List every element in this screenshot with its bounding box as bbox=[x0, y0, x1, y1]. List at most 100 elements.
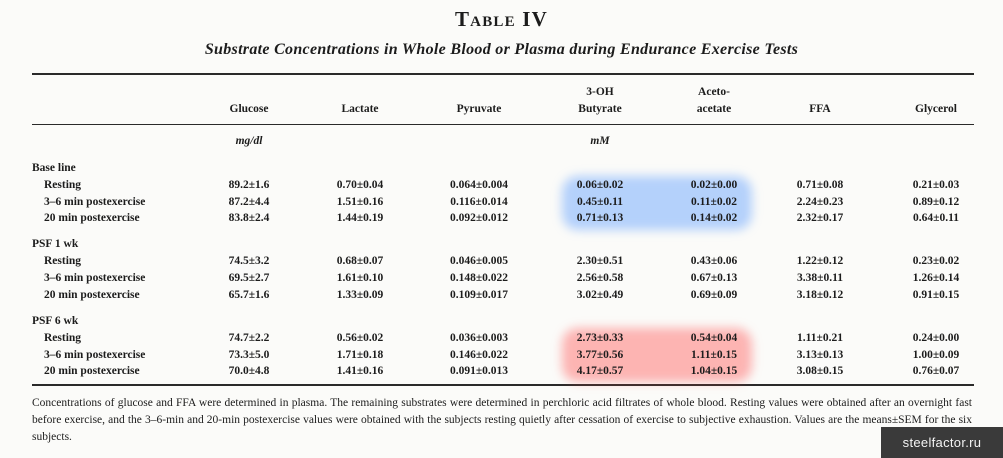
table-subtitle: Substrate Concentrations in Whole Blood … bbox=[204, 41, 799, 58]
table-cell: 0.70±0.04 bbox=[336, 179, 384, 191]
table-cell: 73.3±5.0 bbox=[228, 349, 270, 361]
unit-ketones: mM bbox=[590, 135, 610, 147]
column-header-line2: Glycerol bbox=[915, 103, 957, 115]
table-cell: 0.109±0.017 bbox=[449, 289, 509, 301]
column-header: Aceto-acetate bbox=[654, 84, 774, 118]
row-label: Resting bbox=[44, 332, 82, 344]
table-cell: 65.7±1.6 bbox=[228, 289, 270, 301]
row-label: 20 min postexercise bbox=[44, 212, 140, 224]
table-cell: 1.61±0.10 bbox=[336, 272, 384, 284]
row-label: 3–6 min postexercise bbox=[44, 272, 146, 284]
table-cell: 1.00±0.09 bbox=[912, 349, 960, 361]
table-cell: 0.24±0.00 bbox=[912, 332, 960, 344]
row-label: 3–6 min postexercise bbox=[44, 349, 146, 361]
table-cell: 0.68±0.07 bbox=[336, 255, 384, 267]
group-label: Base line bbox=[32, 162, 76, 174]
column-header-line1 bbox=[876, 84, 996, 101]
table-cell: 1.22±0.12 bbox=[796, 255, 844, 267]
table-cell: 0.02±0.00 bbox=[690, 179, 738, 191]
site-watermark: steelfactor.ru bbox=[881, 427, 1003, 458]
column-header: FFA bbox=[760, 84, 880, 118]
table-cell: 74.7±2.2 bbox=[228, 332, 270, 344]
table-cell: 0.64±0.11 bbox=[913, 212, 959, 224]
table-cell: 2.56±0.58 bbox=[576, 272, 624, 284]
row-label: 20 min postexercise bbox=[44, 365, 140, 377]
column-header-line2: Butyrate bbox=[578, 103, 622, 115]
row-label: Resting bbox=[44, 255, 82, 267]
column-header: Glucose bbox=[189, 84, 309, 118]
table-cell: 87.2±4.4 bbox=[228, 196, 270, 208]
table-cell: 3.77±0.56 bbox=[576, 349, 624, 361]
table-cell: 2.30±0.51 bbox=[576, 255, 624, 267]
table-cell: 3.08±0.15 bbox=[796, 365, 844, 377]
table-footnote: Concentrations of glucose and FFA were d… bbox=[32, 397, 972, 443]
table-cell: 89.2±1.6 bbox=[228, 179, 270, 191]
column-header-line1 bbox=[760, 84, 880, 101]
table-cell: 0.67±0.13 bbox=[690, 272, 738, 284]
column-header: 3-OH Butyrate bbox=[540, 84, 660, 118]
table-cell: 2.32±0.17 bbox=[796, 212, 844, 224]
table-cell: 0.89±0.12 bbox=[912, 196, 960, 208]
row-label: 20 min postexercise bbox=[44, 289, 140, 301]
table-title: Table IV bbox=[454, 7, 549, 31]
table-cell: 1.04±0.15 bbox=[690, 365, 738, 377]
table-cell: 0.148±0.022 bbox=[449, 272, 509, 284]
table-cell: 0.21±0.03 bbox=[912, 179, 960, 191]
table-cell: 0.064±0.004 bbox=[449, 179, 509, 191]
table-cell: 0.23±0.02 bbox=[912, 255, 960, 267]
table-cell: 0.11±0.02 bbox=[691, 196, 737, 208]
table-cell: 1.11±0.21 bbox=[797, 332, 843, 344]
table-cell: 0.45±0.11 bbox=[577, 196, 623, 208]
table-cell: 0.71±0.08 bbox=[796, 179, 844, 191]
group-label: PSF 6 wk bbox=[32, 315, 79, 327]
table-cell: 0.06±0.02 bbox=[576, 179, 624, 191]
table-cell: 1.41±0.16 bbox=[336, 365, 384, 377]
bottom-rule bbox=[32, 384, 974, 386]
top-rule bbox=[32, 73, 974, 75]
column-header-line2: acetate bbox=[696, 103, 732, 115]
table-cell: 0.43±0.06 bbox=[690, 255, 738, 267]
table-cell: 69.5±2.7 bbox=[228, 272, 270, 284]
column-header-line1: Aceto- bbox=[698, 86, 730, 98]
highlight-baseline-ketones bbox=[562, 176, 752, 230]
column-header-line2: Pyruvate bbox=[456, 103, 502, 115]
table-cell: 1.71±0.18 bbox=[336, 349, 384, 361]
table-cell: 1.33±0.09 bbox=[336, 289, 384, 301]
table-cell: 3.18±0.12 bbox=[796, 289, 844, 301]
table-cell: 1.51±0.16 bbox=[336, 196, 384, 208]
table-cell: 0.146±0.022 bbox=[449, 349, 509, 361]
table-cell: 1.44±0.19 bbox=[336, 212, 384, 224]
column-header-line1: 3-OH bbox=[586, 86, 614, 98]
column-header-line1 bbox=[189, 84, 309, 101]
row-label: 3–6 min postexercise bbox=[44, 196, 146, 208]
table-cell: 2.24±0.23 bbox=[796, 196, 844, 208]
table-cell: 3.02±0.49 bbox=[576, 289, 624, 301]
table-cell: 1.11±0.15 bbox=[691, 349, 737, 361]
table-cell: 0.046±0.005 bbox=[449, 255, 509, 267]
table-cell: 0.71±0.13 bbox=[576, 212, 624, 224]
table-cell: 70.0±4.8 bbox=[228, 365, 270, 377]
table-cell: 0.036±0.003 bbox=[449, 332, 509, 344]
table-cell: 0.91±0.15 bbox=[912, 289, 960, 301]
group-label: PSF 1 wk bbox=[32, 238, 79, 250]
row-label: Resting bbox=[44, 179, 82, 191]
table-cell: 2.73±0.33 bbox=[576, 332, 624, 344]
table-cell: 0.092±0.012 bbox=[449, 212, 509, 224]
highlight-psf6-ketones bbox=[562, 328, 752, 382]
table-cell: 3.38±0.11 bbox=[797, 272, 843, 284]
table-cell: 74.5±3.2 bbox=[228, 255, 270, 267]
table-cell: 0.091±0.013 bbox=[449, 365, 509, 377]
column-header: Glycerol bbox=[876, 84, 996, 118]
table-cell: 1.26±0.14 bbox=[912, 272, 960, 284]
column-header-line2: FFA bbox=[809, 103, 831, 115]
table-cell: 0.14±0.02 bbox=[690, 212, 738, 224]
table-cell: 4.17±0.57 bbox=[576, 365, 624, 377]
header-rule bbox=[32, 124, 974, 125]
table-cell: 3.13±0.13 bbox=[796, 349, 844, 361]
column-header-line2: Glucose bbox=[229, 103, 269, 115]
table-cell: 0.69±0.09 bbox=[690, 289, 738, 301]
table-cell: 83.8±2.4 bbox=[228, 212, 270, 224]
column-header-line1 bbox=[300, 84, 420, 101]
table-cell: 0.54±0.04 bbox=[690, 332, 738, 344]
unit-glucose: mg/dl bbox=[235, 135, 263, 147]
